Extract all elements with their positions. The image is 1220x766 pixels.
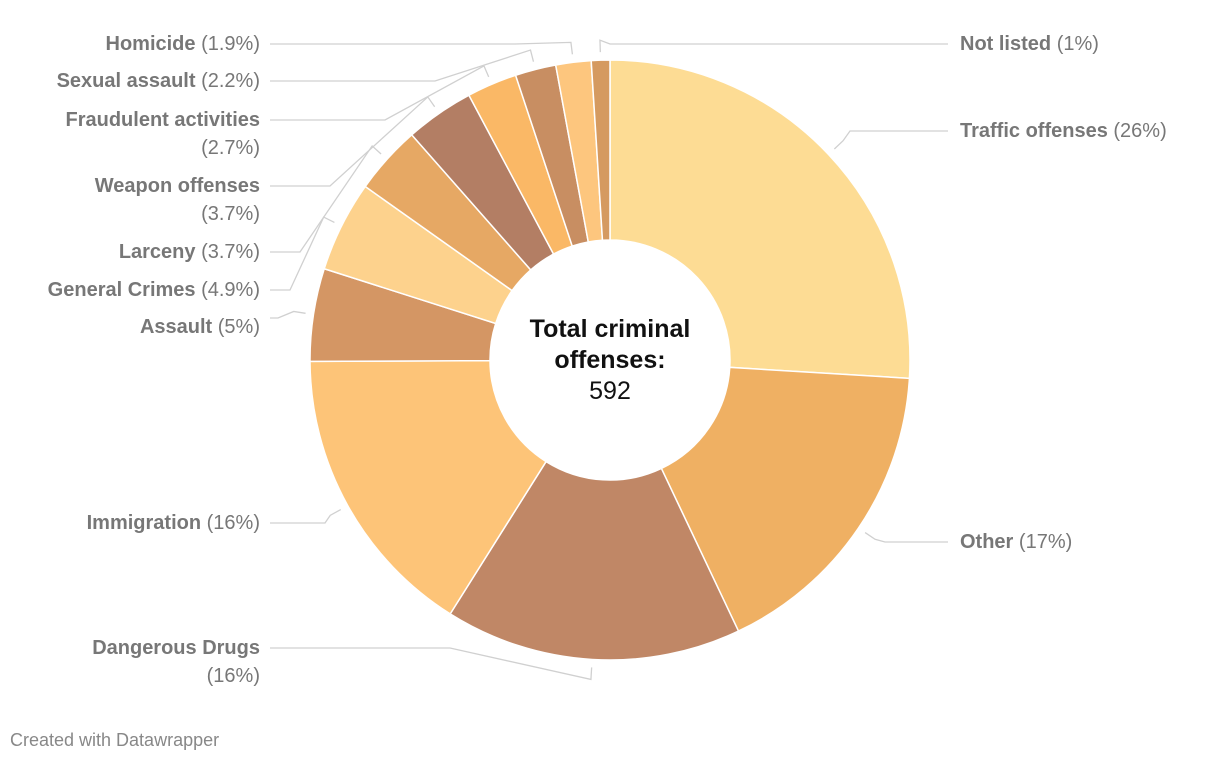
leader-line <box>270 144 382 253</box>
leader-line <box>270 49 535 82</box>
leader-line <box>833 130 948 150</box>
slice-label: Immigration (16%) <box>87 509 260 537</box>
slice-label-value: (5%) <box>217 316 260 338</box>
slice-label-value: (4.9%) <box>201 279 260 301</box>
center-value: 592 <box>589 377 631 405</box>
slice-label-name: Other <box>960 531 1014 553</box>
slice-label-value: (16%) <box>206 512 260 534</box>
slice-label-name: Traffic offenses <box>960 120 1108 142</box>
slice-label-value: (2.7%) <box>201 137 260 159</box>
leader-line <box>599 39 948 53</box>
slice-label: Sexual assault (2.2%) <box>57 67 260 95</box>
slice-label: Larceny (3.7%) <box>119 238 260 266</box>
slice-label-name: Assault <box>139 316 213 338</box>
slice-label-name: Larceny <box>118 241 196 263</box>
slice-label: General Crimes (4.9%) <box>48 276 260 304</box>
slice-label-name: Sexual assault <box>56 70 196 92</box>
slice-label-name: Weapon offenses <box>94 175 260 197</box>
leader-line <box>270 508 342 524</box>
leader-line <box>270 41 574 55</box>
slice-other[interactable] <box>660 366 911 633</box>
leader-line <box>270 216 335 291</box>
slice-label-name: Not listed <box>960 33 1052 55</box>
slice-not-listed[interactable] <box>590 59 611 242</box>
leader-line <box>864 532 948 543</box>
slice-label: Traffic offenses (26%) <box>960 117 1167 145</box>
leader-line <box>270 64 490 121</box>
slice-label: Dangerous Drugs (16%) <box>92 634 260 690</box>
slice-label-name: Homicide <box>105 33 196 55</box>
footer-credit: Created with Datawrapper <box>10 730 220 750</box>
slice-immigration[interactable] <box>309 359 548 615</box>
slice-label-value: (17%) <box>1018 531 1073 553</box>
slice-label-value: (26%) <box>1113 120 1167 142</box>
slice-label-value: (1.9%) <box>201 33 260 55</box>
slice-label-value: (16%) <box>206 665 260 687</box>
leader-line <box>270 647 593 681</box>
slice-label: Homicide (1.9%) <box>106 30 261 58</box>
slice-label: Fraudulent activities (2.7%) <box>66 106 261 162</box>
slice-label-name: Immigration <box>86 512 202 534</box>
slice-label-name: Fraudulent activities <box>65 109 261 131</box>
slice-label-value: (1%) <box>1056 33 1099 55</box>
slice-label: Other (17%) <box>960 528 1072 556</box>
center-summary: Total criminal offenses: 592 <box>500 314 720 407</box>
leader-line <box>270 95 436 187</box>
slice-label-value: (3.7%) <box>201 241 260 263</box>
slice-label-value: (3.7%) <box>201 203 260 225</box>
slice-label-value: (2.2%) <box>201 70 260 92</box>
center-title: Total criminal offenses: <box>529 315 691 374</box>
slice-label: Not listed (1%) <box>960 30 1099 58</box>
slice-traffic-offenses[interactable] <box>609 59 911 380</box>
leader-line <box>270 310 306 319</box>
slice-label-name: Dangerous Drugs <box>92 637 260 659</box>
slice-dangerous-drugs[interactable] <box>449 460 740 661</box>
slice-label: Weapon offenses (3.7%) <box>95 172 260 228</box>
slice-label: Assault (5%) <box>140 313 260 341</box>
slice-label-name: General Crimes <box>47 279 196 301</box>
